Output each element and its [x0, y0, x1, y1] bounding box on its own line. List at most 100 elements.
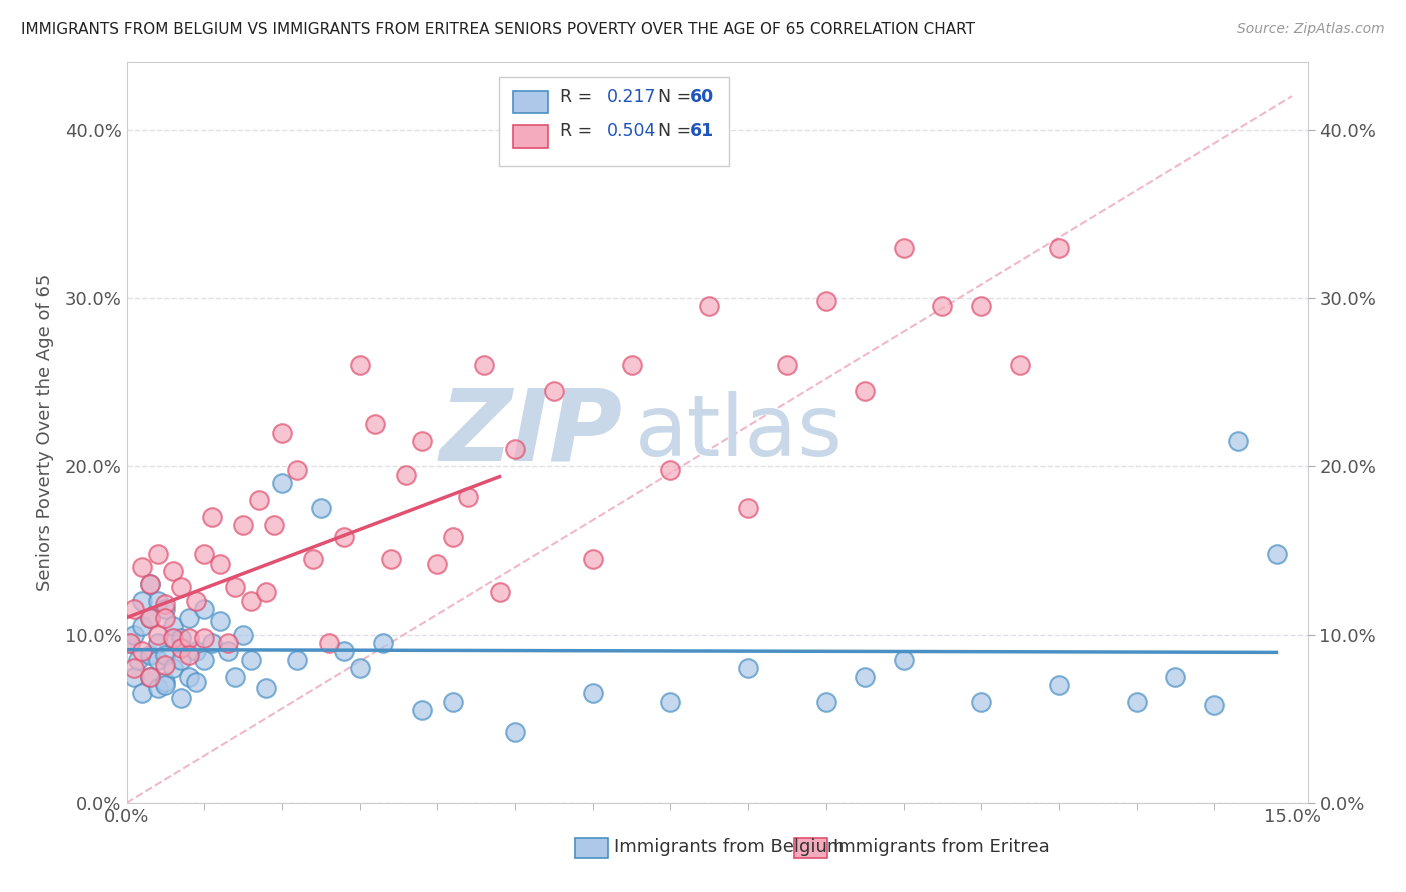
Point — [1265, 547, 1288, 561]
Point — [193, 547, 215, 561]
Point — [170, 653, 193, 667]
Point — [737, 501, 759, 516]
Point — [146, 636, 169, 650]
Point — [931, 300, 953, 314]
Point — [232, 518, 254, 533]
Point — [155, 610, 177, 624]
Point — [155, 597, 177, 611]
Point — [814, 695, 837, 709]
Text: atlas: atlas — [634, 391, 842, 475]
Point — [411, 434, 433, 448]
Point — [139, 610, 162, 624]
Point — [193, 653, 215, 667]
Point — [201, 509, 224, 524]
Point — [139, 670, 162, 684]
Point — [177, 610, 200, 624]
Point — [177, 631, 200, 645]
FancyBboxPatch shape — [499, 78, 728, 166]
Text: IMMIGRANTS FROM BELGIUM VS IMMIGRANTS FROM ERITREA SENIORS POVERTY OVER THE AGE : IMMIGRANTS FROM BELGIUM VS IMMIGRANTS FR… — [21, 22, 976, 37]
Point — [177, 648, 200, 662]
Point — [814, 294, 837, 309]
Point — [120, 636, 142, 650]
Text: Source: ZipAtlas.com: Source: ZipAtlas.com — [1237, 22, 1385, 37]
Text: N =: N = — [647, 87, 697, 105]
FancyBboxPatch shape — [513, 126, 548, 147]
Text: 0.217: 0.217 — [607, 87, 657, 105]
Point — [146, 627, 169, 641]
Point — [893, 240, 915, 255]
Point — [737, 661, 759, 675]
Point — [139, 577, 162, 591]
Point — [170, 640, 193, 655]
Point — [162, 564, 184, 578]
Point — [131, 560, 153, 574]
Text: Immigrants from Belgium: Immigrants from Belgium — [614, 838, 845, 856]
Point — [162, 661, 184, 675]
Point — [893, 653, 915, 667]
Point — [217, 644, 239, 658]
Point — [127, 653, 149, 667]
Point — [201, 636, 224, 650]
Text: ZIP: ZIP — [440, 384, 623, 481]
Point — [380, 551, 402, 566]
Point — [582, 686, 605, 700]
Point — [776, 359, 799, 373]
Point — [318, 636, 340, 650]
Point — [970, 695, 993, 709]
Text: Immigrants from Eritrea: Immigrants from Eritrea — [832, 838, 1049, 856]
Point — [124, 602, 146, 616]
Point — [124, 661, 146, 675]
Y-axis label: Seniors Poverty Over the Age of 65: Seniors Poverty Over the Age of 65 — [35, 274, 53, 591]
Point — [254, 681, 277, 696]
Point — [186, 594, 208, 608]
Point — [503, 442, 526, 457]
Point — [193, 631, 215, 645]
FancyBboxPatch shape — [575, 838, 609, 858]
Point — [139, 577, 162, 591]
Point — [371, 636, 394, 650]
Point — [177, 670, 200, 684]
Point — [309, 501, 332, 516]
Text: 61: 61 — [690, 122, 714, 140]
Point — [1204, 698, 1226, 713]
Point — [271, 476, 294, 491]
Point — [349, 661, 371, 675]
Point — [131, 619, 153, 633]
Point — [395, 467, 418, 482]
Point — [1010, 359, 1032, 373]
Point — [1047, 240, 1070, 255]
Point — [333, 644, 356, 658]
Point — [853, 384, 876, 398]
Point — [1226, 434, 1249, 448]
Point — [146, 653, 169, 667]
Point — [254, 585, 277, 599]
Point — [349, 359, 371, 373]
Point — [287, 462, 309, 476]
Point — [120, 636, 142, 650]
Point — [426, 557, 449, 571]
Point — [131, 644, 153, 658]
Point — [582, 551, 605, 566]
Point — [208, 614, 231, 628]
Point — [162, 631, 184, 645]
Point — [488, 585, 510, 599]
Point — [1164, 670, 1187, 684]
Point — [247, 492, 270, 507]
Point — [170, 581, 193, 595]
Point — [659, 695, 682, 709]
Point — [441, 695, 464, 709]
Point — [503, 725, 526, 739]
Point — [155, 657, 177, 672]
Point — [139, 670, 162, 684]
Point — [139, 610, 162, 624]
Point — [263, 518, 285, 533]
Point — [970, 300, 993, 314]
Point — [1047, 678, 1070, 692]
Point — [232, 627, 254, 641]
Point — [193, 602, 215, 616]
Point — [224, 670, 246, 684]
Point — [472, 359, 495, 373]
Point — [659, 462, 682, 476]
Point — [124, 670, 146, 684]
Point — [131, 686, 153, 700]
